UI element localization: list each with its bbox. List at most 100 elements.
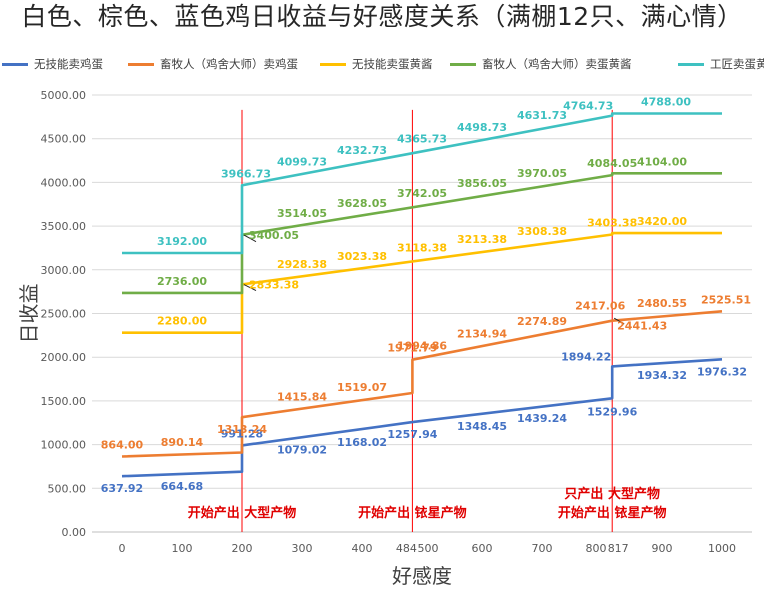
- data-label: 4631.73: [517, 109, 567, 122]
- data-label: 2417.06: [575, 300, 625, 313]
- legend-item: 畜牧人（鸡舍大师）卖鸡蛋: [128, 54, 298, 74]
- data-label: 1894.22: [561, 350, 611, 363]
- data-label: 1529.96: [587, 405, 637, 418]
- legend-swatch: [2, 62, 28, 66]
- y-tick-label: 4000.00: [41, 176, 87, 189]
- x-tick-label: 400: [352, 542, 373, 555]
- data-label: 2833.38: [249, 278, 299, 291]
- reference-annotation: 开始产出 大型产物: [188, 505, 297, 521]
- x-tick-label: 700: [532, 542, 553, 555]
- x-tick-label: 100: [172, 542, 193, 555]
- y-tick-label: 1000.00: [41, 439, 87, 452]
- leader-line: [243, 234, 257, 243]
- legend-item: 工匠卖蛋黄酱: [678, 54, 764, 74]
- data-label: 4084.05: [587, 157, 637, 170]
- data-label: 4498.73: [457, 121, 507, 134]
- data-label: 2480.55: [637, 297, 687, 310]
- x-tick-label: 900: [652, 542, 673, 555]
- legend-label: 无技能卖鸡蛋: [34, 57, 103, 71]
- data-label: 3420.00: [637, 215, 687, 228]
- data-label: 1079.02: [277, 444, 327, 457]
- legend-item: 畜牧人（鸡舍大师）卖蛋黄酱: [450, 54, 632, 74]
- series-line: [122, 231, 722, 334]
- reference-annotation: 只产出 大型产物: [564, 486, 660, 502]
- legend-swatch: [320, 62, 346, 66]
- series-line: [122, 172, 722, 295]
- legend-swatch: [128, 62, 154, 66]
- data-label: 1519.07: [337, 381, 387, 394]
- y-tick-label: 4500.00: [41, 133, 87, 146]
- y-tick-label: 3000.00: [41, 264, 87, 277]
- data-label: 2280.00: [157, 315, 207, 328]
- data-label: 2274.89: [517, 315, 567, 328]
- reference-annotation: 开始产出 铱星产物: [358, 505, 467, 521]
- chart-title: 白色、棕色、蓝色鸡日收益与好感度关系（满棚12只、满心情）: [21, 2, 743, 31]
- data-label: 4365.73: [397, 132, 447, 145]
- legend-item: 无技能卖蛋黄酱: [320, 54, 433, 74]
- data-label: 1168.02: [337, 436, 387, 449]
- reference-annotation: 开始产出 铱星产物: [558, 505, 667, 521]
- x-tick-label: 817: [608, 542, 629, 555]
- data-label: 1257.94: [387, 428, 437, 441]
- data-label: 3213.38: [457, 233, 507, 246]
- series-line: [121, 310, 723, 458]
- data-label: 4764.73: [563, 100, 613, 113]
- leader-line: [243, 284, 257, 292]
- legend-label: 无技能卖蛋黄酱: [352, 57, 433, 71]
- x-tick-label: 484: [396, 542, 417, 555]
- series-line: [122, 112, 722, 255]
- x-tick-label: 800: [586, 542, 607, 555]
- data-label: 3023.38: [337, 250, 387, 263]
- data-label: 3970.05: [517, 167, 567, 180]
- data-label: 2441.43: [617, 320, 667, 333]
- data-label: 3400.05: [249, 229, 299, 242]
- legend-swatch: [450, 62, 476, 66]
- data-label: 1348.45: [457, 420, 507, 433]
- data-label: 1415.84: [277, 390, 327, 403]
- y-tick-label: 5000.00: [41, 89, 87, 102]
- data-label: 3192.00: [157, 235, 207, 248]
- x-axis-title: 好感度: [392, 564, 452, 588]
- legend-label: 畜牧人（鸡舍大师）卖蛋黄酱: [482, 57, 632, 71]
- y-tick-label: 1500.00: [41, 395, 87, 408]
- y-tick-label: 2500.00: [41, 308, 87, 321]
- y-axis-title: 日收益: [17, 284, 41, 344]
- data-label: 3628.05: [337, 197, 387, 210]
- legend-item: 无技能卖鸡蛋: [2, 54, 103, 74]
- data-label: 637.92: [101, 482, 143, 495]
- legend-swatch: [678, 62, 704, 66]
- data-label: 2525.51: [701, 293, 751, 306]
- data-label: 890.14: [161, 436, 204, 449]
- data-label: 1313.24: [217, 423, 267, 436]
- data-label: 4232.73: [337, 144, 387, 157]
- y-tick-label: 2000.00: [41, 351, 87, 364]
- data-label: 3514.05: [277, 207, 327, 220]
- data-label: 4788.00: [641, 96, 691, 109]
- data-label: 2134.94: [457, 327, 507, 340]
- leader-line: [613, 317, 625, 325]
- data-label: 864.00: [101, 438, 144, 451]
- chart-legend: 无技能卖鸡蛋 畜牧人（鸡舍大师）卖鸡蛋 无技能卖蛋黄酱 畜牧人（鸡舍大师）卖蛋黄酱 工匠…: [2, 54, 764, 74]
- data-label: 3966.73: [221, 167, 271, 180]
- x-tick-label: 1000: [708, 542, 736, 555]
- x-tick-label: 600: [472, 542, 493, 555]
- data-label: 1976.32: [697, 365, 747, 378]
- series-line: [121, 358, 723, 478]
- legend-label: 畜牧人（鸡舍大师）卖鸡蛋: [160, 57, 298, 71]
- data-label: 991.28: [221, 427, 263, 440]
- data-label: 4104.00: [637, 155, 687, 168]
- legend-label: 工匠卖蛋黄酱: [710, 57, 764, 71]
- y-tick-label: 3500.00: [41, 220, 87, 233]
- data-label: 3403.38: [587, 217, 637, 230]
- x-tick-label: 0: [119, 542, 126, 555]
- x-tick-label: 300: [292, 542, 313, 555]
- data-label: 3308.38: [517, 225, 567, 238]
- data-label: 1971.79: [387, 342, 437, 355]
- data-label: 3856.05: [457, 177, 507, 190]
- y-tick-label: 500.00: [48, 482, 87, 495]
- data-label: 4099.73: [277, 156, 327, 169]
- data-label: 2736.00: [157, 275, 207, 288]
- data-label: 1994.86: [397, 340, 447, 353]
- data-label: 3118.38: [397, 241, 447, 254]
